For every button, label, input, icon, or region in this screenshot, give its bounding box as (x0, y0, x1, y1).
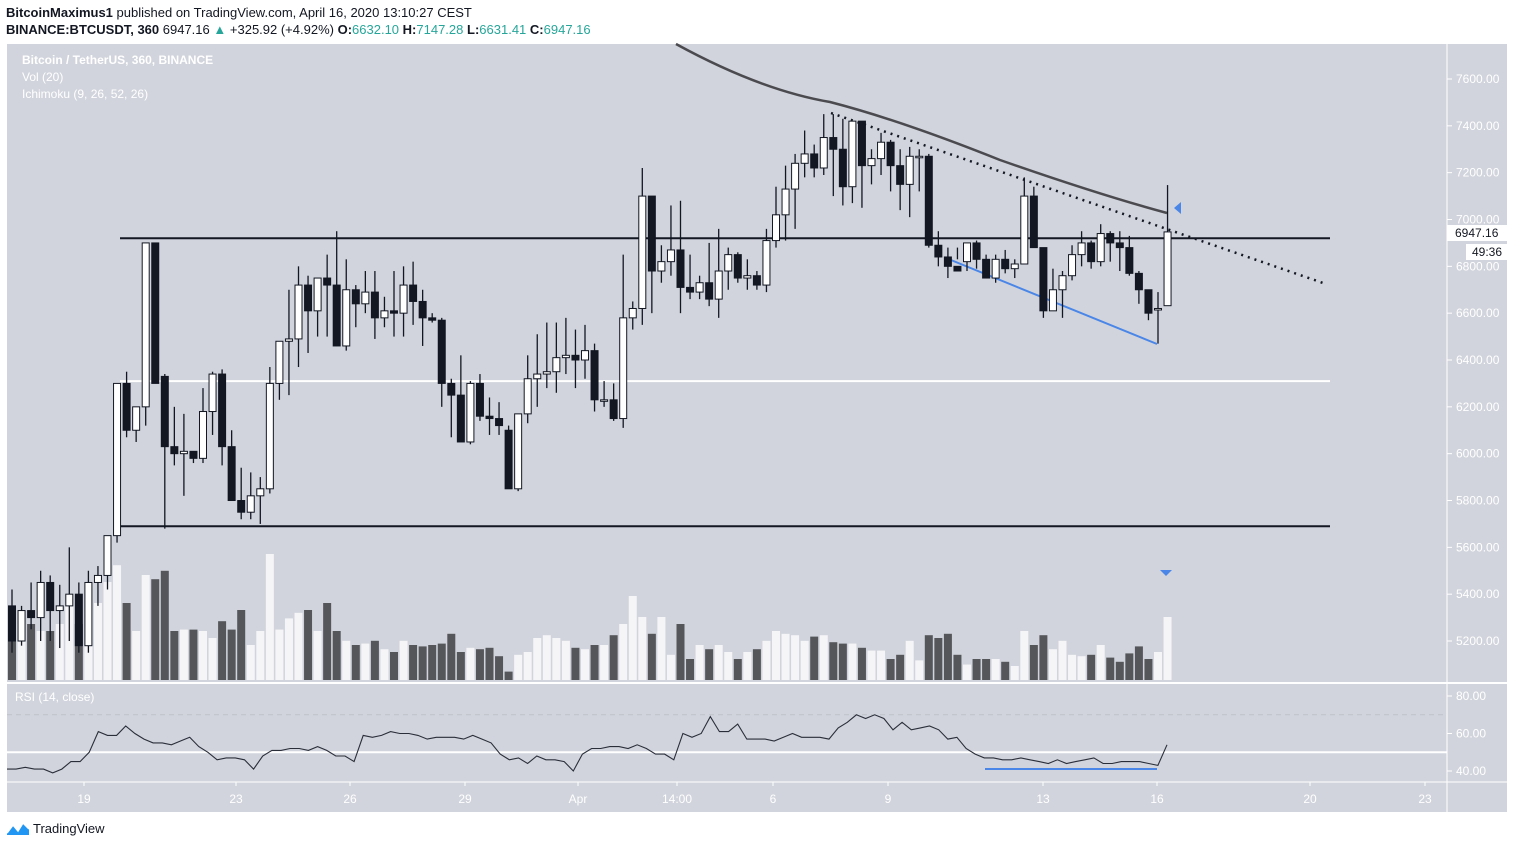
svg-text:23: 23 (229, 792, 243, 806)
legend-vol[interactable]: Vol (20) (22, 70, 64, 84)
footer-brand: TradingView (33, 820, 105, 836)
svg-text:7000.00: 7000.00 (1456, 213, 1500, 227)
svg-text:6400.00: 6400.00 (1456, 353, 1500, 367)
svg-text:5600.00: 5600.00 (1456, 540, 1500, 554)
rsi-legend[interactable]: RSI (14, close) (15, 690, 95, 704)
open-label: O: (337, 22, 353, 37)
svg-text:13: 13 (1036, 792, 1050, 806)
svg-text:14:00: 14:00 (662, 792, 692, 806)
low-value: 6631.41 (479, 22, 527, 37)
chart-legend: Bitcoin / TetherUS, 360, BINANCE Vol (20… (22, 52, 213, 103)
change: +325.92 (+4.92%) (229, 22, 334, 37)
up-arrow-icon: ▲ (213, 22, 227, 37)
svg-text:Apr: Apr (569, 792, 588, 806)
symbol: BINANCE:BTCUSDT, 360 (6, 22, 160, 37)
svg-text:5400.00: 5400.00 (1456, 587, 1500, 601)
publish-info: BitcoinMaximus1 published on TradingView… (6, 5, 472, 20)
last-price-tag: 6947.16 (1447, 225, 1507, 241)
close-label: C: (529, 22, 544, 37)
svg-text:7400.00: 7400.00 (1456, 119, 1500, 133)
chart-canvas[interactable]: 5200.00 5400.00 5600.00 5800.00 6000.00 6200.… (0, 0, 1514, 812)
svg-text:16: 16 (1150, 792, 1164, 806)
high-label: H: (402, 22, 417, 37)
svg-text:6600.00: 6600.00 (1456, 306, 1500, 320)
published-text: published on TradingView.com, April 16, … (116, 5, 472, 20)
last-price: 6947.16 (162, 22, 210, 37)
legend-title[interactable]: Bitcoin / TetherUS, 360, BINANCE (22, 53, 214, 67)
svg-text:7200.00: 7200.00 (1456, 166, 1500, 180)
high-value: 7147.28 (416, 22, 464, 37)
svg-text:5800.00: 5800.00 (1456, 494, 1500, 508)
bar-countdown: 49:36 (1466, 244, 1507, 260)
svg-text:19: 19 (77, 792, 91, 806)
svg-text:23: 23 (1418, 792, 1432, 806)
svg-text:20: 20 (1303, 792, 1317, 806)
author-name[interactable]: BitcoinMaximus1 (6, 5, 113, 20)
svg-text:29: 29 (458, 792, 472, 806)
legend-ichimoku[interactable]: Ichimoku (9, 26, 52, 26) (22, 87, 149, 101)
svg-text:5200.00: 5200.00 (1456, 634, 1500, 648)
svg-text:80.00: 80.00 (1456, 689, 1486, 703)
close-value: 6947.16 (543, 22, 591, 37)
svg-text:26: 26 (343, 792, 357, 806)
low-label: L: (467, 22, 480, 37)
tradingview-footer[interactable]: TradingView (6, 820, 105, 836)
svg-text:6: 6 (770, 792, 777, 806)
svg-text:9: 9 (885, 792, 892, 806)
svg-text:6800.00: 6800.00 (1456, 259, 1500, 273)
open-value: 6632.10 (352, 22, 400, 37)
ohlc-bar: BINANCE:BTCUSDT, 360 6947.16 ▲ +325.92 (… (6, 22, 591, 37)
svg-text:60.00: 60.00 (1456, 727, 1486, 741)
svg-text:40.00: 40.00 (1456, 764, 1486, 778)
svg-text:6000.00: 6000.00 (1456, 447, 1500, 461)
svg-text:7600.00: 7600.00 (1456, 72, 1500, 86)
tradingview-logo-icon (6, 821, 30, 835)
svg-text:6200.00: 6200.00 (1456, 400, 1500, 414)
